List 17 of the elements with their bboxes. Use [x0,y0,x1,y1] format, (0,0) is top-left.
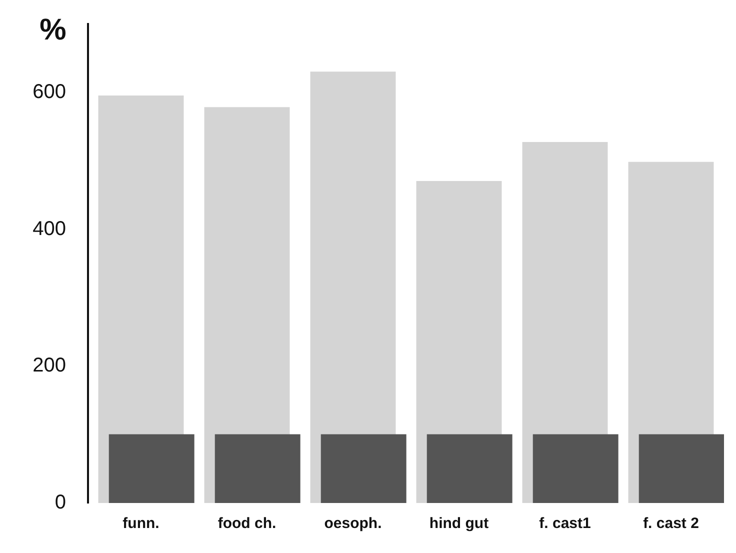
bar [214,434,300,503]
x-tick-label: f. cast1 [539,515,591,532]
y-tick-label: 400 [32,218,66,240]
y-axis-title: % [40,13,66,46]
x-tick-label: hind gut [429,515,489,532]
x-tick-label: f. cast 2 [643,515,699,532]
x-tick-label: oesoph. [324,515,382,532]
x-tick-label: funn. [122,515,160,532]
bar [426,434,512,503]
bar [320,434,406,503]
x-tick-label: food ch. [218,515,276,532]
bar [638,434,724,503]
y-tick-label: 600 [32,80,66,103]
y-tick-label: 200 [32,354,66,377]
bar [532,434,618,503]
y-tick-label: 0 [54,492,66,514]
bar [108,434,194,503]
